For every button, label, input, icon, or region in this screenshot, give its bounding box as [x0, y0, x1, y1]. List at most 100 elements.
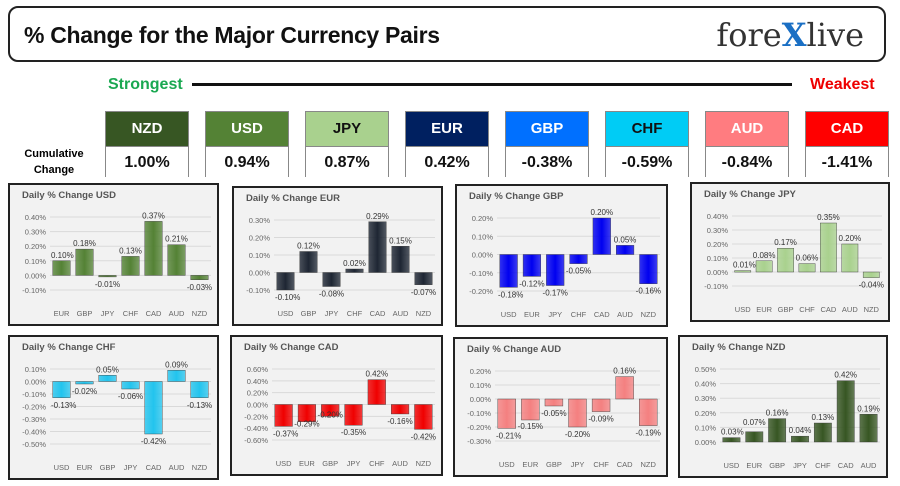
data-label: -0.42% [411, 432, 436, 441]
ranking-cell-cad: CAD -1.41% [805, 111, 889, 178]
bar-usd [497, 398, 516, 429]
bar-chf [813, 422, 832, 443]
cumulative-value: -0.84% [706, 146, 788, 178]
x-tick-label: JPY [571, 460, 585, 469]
x-tick-label: NZD [641, 460, 657, 469]
bar-chf [345, 268, 364, 273]
x-tick-label: JPY [124, 463, 138, 472]
y-tick-label: 0.40% [707, 212, 729, 221]
y-tick-label: 0.10% [707, 254, 729, 263]
x-tick-label: AUD [842, 305, 858, 314]
y-tick-label: 0.40% [247, 377, 269, 386]
y-tick-label: -0.10% [467, 409, 491, 418]
y-tick-label: 0.20% [695, 409, 717, 418]
bar-nzd [190, 275, 209, 280]
x-tick-label: GBP [77, 309, 93, 318]
x-tick-label: AUD [169, 309, 185, 318]
x-tick-label: NZD [641, 310, 657, 319]
bar-cad [592, 217, 611, 255]
bar-aud [167, 244, 186, 276]
bar-eur [522, 254, 541, 277]
data-label: -0.13% [51, 401, 76, 410]
data-label: -0.42% [141, 437, 166, 446]
x-tick-label: GBP [546, 460, 562, 469]
data-label: 0.05% [96, 365, 119, 374]
chart-panel-usd: Daily % Change USD -0.10% 0.00% 0.10% 0.20% 0… [8, 183, 219, 326]
bar-nzd [190, 381, 209, 398]
cumulative-value: 0.94% [206, 146, 288, 178]
ranking-cell-usd: USD 0.94% [205, 111, 289, 178]
weakest-label: Weakest [810, 76, 875, 93]
y-tick-label: -0.40% [244, 424, 268, 433]
y-tick-label: 0.30% [249, 216, 271, 225]
data-label: 0.20% [839, 234, 862, 243]
x-tick-label: USD [735, 305, 751, 314]
x-tick-label: EUR [299, 459, 315, 468]
x-tick-label: CHF [571, 310, 587, 319]
y-tick-label: 0.10% [472, 232, 494, 241]
x-tick-label: JPY [325, 309, 339, 318]
y-tick-label: 0.30% [25, 228, 47, 237]
ranking-cell-chf: CHF -0.59% [605, 111, 689, 178]
bar-gbp [777, 247, 794, 273]
y-tick-label: 0.60% [247, 365, 269, 374]
chart-title: Daily % Change AUD [467, 344, 562, 355]
currency-label: GBP [506, 112, 588, 146]
x-tick-label: AUD [169, 463, 185, 472]
bar-aud [616, 245, 635, 255]
data-label: 0.17% [774, 238, 797, 247]
y-tick-label: 0.50% [695, 365, 717, 374]
ranking-cell-nzd: NZD 1.00% [105, 111, 189, 178]
forexlive-logo: foreXlive [716, 16, 864, 54]
chart-svg: -0.50% -0.40% -0.30% -0.20% -0.10% 0.00% 0.10%… [22, 360, 212, 472]
cumulative-change-label: Cumulative Change [24, 148, 84, 176]
strongest-label: Strongest [108, 76, 183, 93]
title-box: % Change for the Major Currency Pairs fo… [8, 6, 886, 62]
y-tick-label: -0.20% [467, 423, 491, 432]
chart-svg: -0.60% -0.40% -0.20% 0.00% 0.20% 0.40% 0.60% US… [244, 365, 436, 468]
data-label: -0.07% [411, 288, 436, 297]
y-tick-label: 0.10% [25, 257, 47, 266]
data-label: 0.13% [119, 246, 142, 255]
data-label: 0.16% [766, 409, 789, 418]
y-tick-label: -0.10% [22, 286, 46, 295]
data-label: -0.29% [294, 420, 319, 429]
bar-jpy [791, 435, 809, 443]
x-tick-label: AUD [861, 461, 877, 470]
bar-cad [615, 376, 634, 400]
y-tick-label: 0.40% [25, 213, 47, 222]
y-tick-label: 0.00% [25, 271, 47, 280]
data-label: 0.02% [343, 259, 366, 268]
data-label: -0.37% [273, 429, 298, 438]
data-label: -0.15% [518, 422, 543, 431]
data-label: -0.16% [636, 287, 661, 296]
bar-jpy [568, 398, 587, 428]
x-tick-label: CHF [123, 309, 139, 318]
data-label: 0.16% [613, 367, 636, 376]
x-tick-label: USD [724, 461, 740, 470]
data-label: -0.03% [187, 283, 212, 292]
y-tick-label: -0.20% [469, 287, 493, 296]
x-tick-label: CHF [815, 461, 831, 470]
y-tick-label: 0.10% [25, 365, 47, 374]
bar-aud [859, 414, 878, 443]
x-tick-label: JPY [347, 459, 361, 468]
bar-chf [591, 398, 611, 412]
x-tick-label: EUR [522, 460, 538, 469]
y-tick-label: -0.20% [22, 403, 46, 412]
x-tick-label: CAD [617, 460, 633, 469]
y-tick-label: 0.30% [707, 226, 729, 235]
data-label: -0.20% [565, 430, 590, 439]
x-tick-label: CHF [593, 460, 609, 469]
x-tick-label: NZD [192, 463, 208, 472]
y-tick-label: 0.20% [707, 240, 729, 249]
bar-usd [274, 404, 293, 427]
y-tick-label: 0.20% [25, 242, 47, 251]
y-tick-label: 0.10% [470, 381, 492, 390]
bar-nzd [862, 271, 880, 278]
bar-eur [297, 404, 316, 422]
data-label: -0.05% [566, 267, 591, 276]
chart-panel-eur: Daily % Change EUR -0.10% 0.00% 0.10% 0.20% 0… [232, 186, 443, 326]
cumulative-value: -1.41% [806, 146, 888, 178]
data-label: -0.17% [543, 289, 568, 298]
